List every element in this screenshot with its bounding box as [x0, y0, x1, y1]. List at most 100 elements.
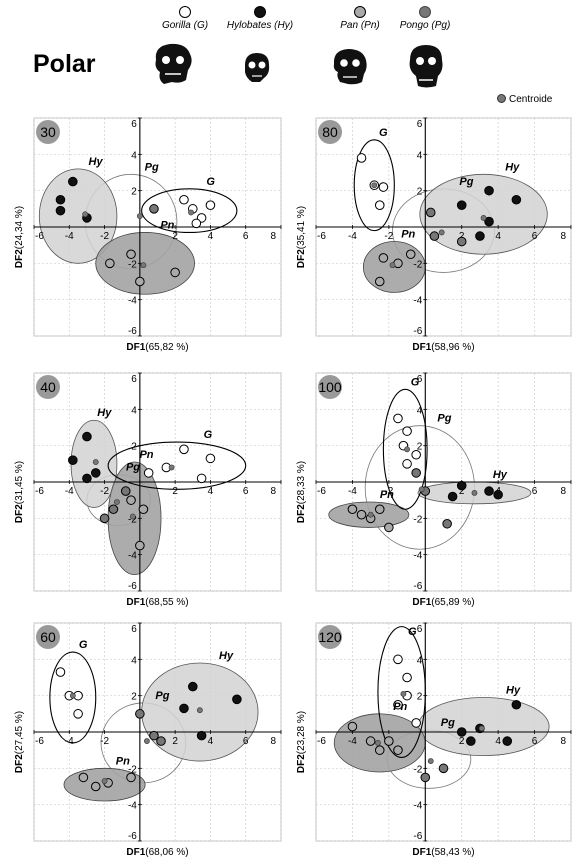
data-point-G	[393, 654, 403, 665]
data-point-Pg	[149, 730, 159, 741]
data-point-Pg	[120, 486, 131, 496]
data-point-Pn	[138, 504, 149, 515]
x-axis-title: DF1(65,82 %)	[126, 342, 188, 353]
x-axis-title: DF1(58,43 %)	[412, 847, 474, 858]
centroid-point	[196, 707, 203, 714]
x-tick-label: 8	[560, 486, 566, 497]
data-point-Pn	[374, 745, 385, 755]
y-axis-title: DF2(27,45 %)	[14, 711, 25, 773]
data-point-Hy	[447, 491, 458, 502]
x-tick-label: 6	[243, 486, 249, 497]
data-point-Pg	[442, 518, 452, 529]
y-tick-label: 4	[417, 655, 423, 666]
group-label-G: G	[411, 376, 420, 388]
legend-label-gorilla: Gorilla (G)	[161, 20, 209, 31]
centroid-point	[114, 499, 120, 505]
ellipse-Hy	[38, 168, 118, 264]
data-point-Pn	[374, 504, 385, 515]
x-tick-label: -6	[317, 736, 326, 747]
data-point-G	[73, 709, 83, 719]
gorilla-marker-icon	[179, 6, 191, 18]
x-axis-title-name: DF1	[412, 342, 431, 353]
y-tick-label: -4	[128, 296, 137, 307]
data-point-G	[205, 200, 216, 210]
chart-panel-30: -6 -4 -2 2 4 6 8 6 4 2 -2 -4 -6 Hy G Pn Pg 30 DF1(65,82 %)…	[14, 117, 282, 353]
x-tick-label: -6	[35, 231, 44, 242]
x-tick-label: 4	[495, 736, 501, 747]
x-axis-title-name: DF1	[126, 597, 145, 608]
data-point-Pg	[425, 207, 436, 218]
legend-pongo: Pongo (Pg)	[370, 6, 480, 31]
x-tick-label: -2	[100, 736, 109, 747]
group-label-Pn: Pn	[116, 755, 130, 767]
data-point-Hy	[456, 480, 467, 491]
x-tick-label: 8	[270, 486, 276, 497]
centroid-point	[389, 262, 396, 269]
data-point-Hy	[232, 694, 242, 705]
panel-badge-label: 80	[322, 124, 338, 140]
legend-label-hylobates: Hylobates (Hy)	[226, 20, 294, 31]
x-tick-label: 6	[243, 231, 249, 242]
data-point-Pg	[411, 468, 421, 478]
data-point-G	[55, 667, 66, 677]
group-label-Hy: Hy	[505, 161, 520, 173]
y-axis-title-name: DF2	[296, 249, 307, 268]
x-axis-title-pct: (68,06 %)	[145, 847, 188, 858]
data-point-Hy	[466, 736, 476, 746]
group-label-Pg: Pg	[155, 690, 169, 702]
legend-label-pongo: Pongo (Pg)	[399, 20, 451, 31]
panel-badge-label: 100	[318, 379, 342, 395]
x-tick-label: -6	[35, 486, 44, 497]
panel-badge	[36, 625, 60, 649]
data-point-G	[402, 672, 412, 683]
y-axis-title-pct: (28,33 %)	[296, 461, 307, 504]
data-point-G	[374, 200, 385, 210]
centroid-point	[418, 486, 425, 493]
x-tick-label: 6	[243, 736, 249, 747]
y-tick-label: -6	[413, 581, 422, 592]
y-tick-label: -4	[128, 551, 137, 562]
group-label-Pn: Pn	[380, 489, 394, 501]
x-tick-label: 2	[172, 231, 178, 242]
centroid-point	[375, 740, 381, 746]
data-point-G	[196, 473, 207, 484]
y-tick-label: -6	[128, 831, 137, 842]
x-tick-label: 2	[459, 736, 465, 747]
group-label-Hy: Hy	[506, 684, 521, 696]
data-point-Pg	[156, 736, 166, 746]
data-point-G	[205, 453, 216, 464]
x-axis-title-name: DF1	[126, 847, 145, 858]
data-point-G	[191, 218, 202, 229]
centroid-point	[82, 211, 89, 218]
data-point-Pn	[384, 522, 394, 533]
group-label-Pn: Pn	[393, 701, 407, 713]
data-point-Pn	[405, 249, 416, 260]
y-tick-label: -2	[413, 514, 422, 525]
data-point-Pn	[135, 540, 145, 551]
centroid-legend-label: Centroide	[509, 94, 553, 105]
y-tick-label: -2	[413, 259, 422, 270]
group-label-Pg: Pg	[126, 462, 140, 474]
x-tick-label: -6	[317, 231, 326, 242]
x-axis-title-pct: (65,82 %)	[145, 342, 188, 353]
group-label-G: G	[206, 176, 215, 188]
data-point-G	[411, 718, 421, 728]
y-axis-title-name: DF2	[14, 249, 25, 268]
data-point-Hy	[68, 455, 78, 466]
data-point-Pn	[347, 721, 358, 732]
x-tick-label: -4	[348, 486, 357, 497]
x-axis-title-pct: (58,96 %)	[431, 342, 474, 353]
y-tick-label: 2	[131, 187, 137, 198]
x-tick-label: 4	[208, 736, 214, 747]
pongo-skull-icon	[409, 45, 443, 88]
data-point-G	[411, 449, 421, 460]
x-tick-label: 6	[532, 231, 538, 242]
y-tick-label: -4	[413, 801, 422, 812]
data-point-Pn	[356, 509, 367, 520]
y-tick-label: -2	[413, 764, 422, 775]
y-tick-label: 4	[131, 405, 137, 416]
group-label-Pg: Pg	[441, 717, 455, 729]
